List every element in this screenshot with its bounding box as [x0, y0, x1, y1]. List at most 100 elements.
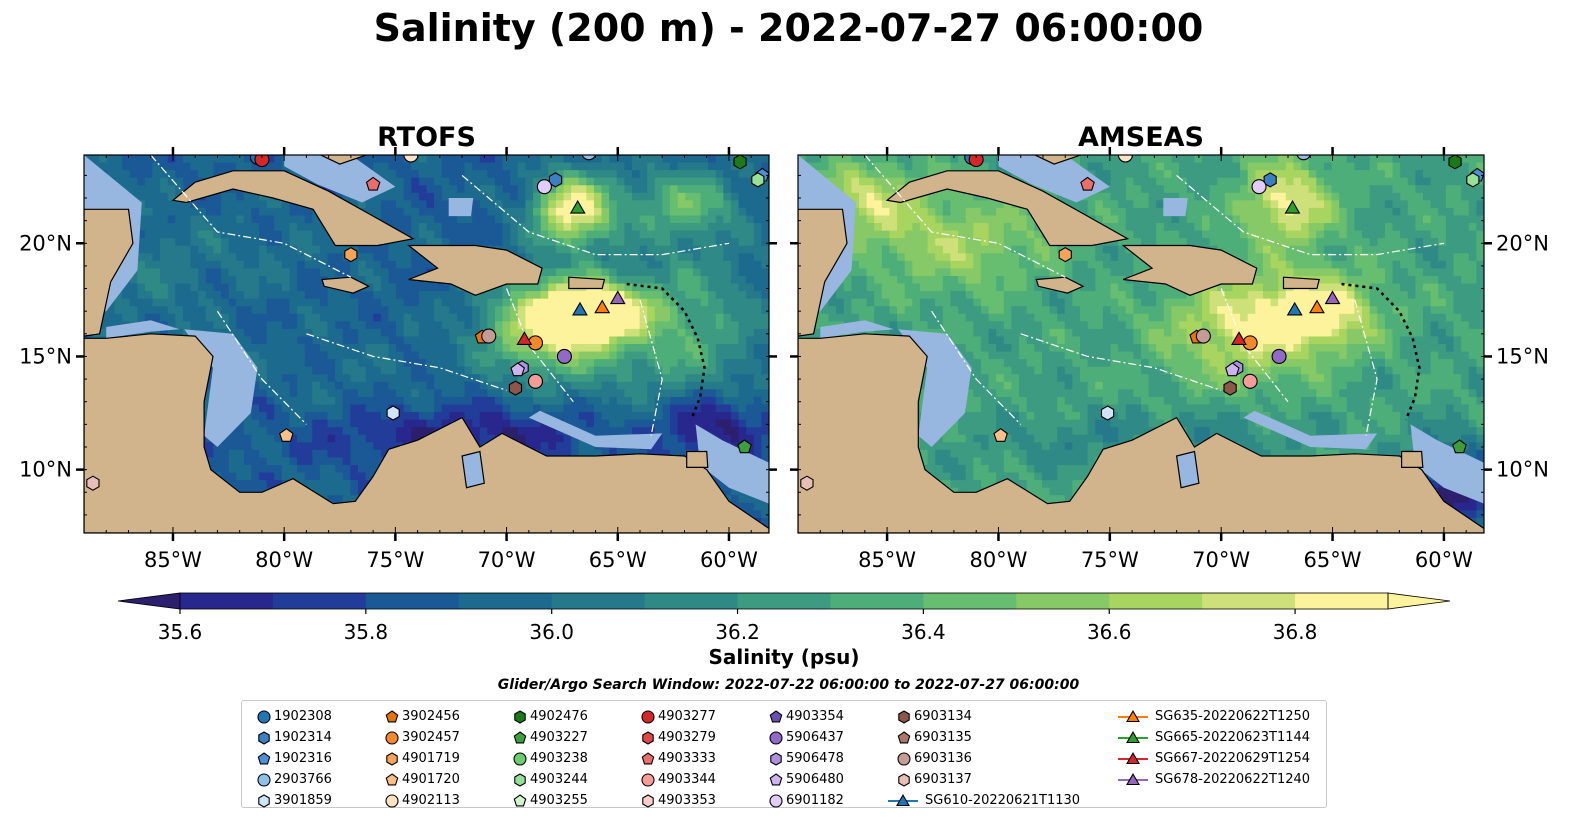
legend-label: 1902314 — [274, 730, 332, 745]
shelf-venezuela — [528, 410, 663, 450]
colorbar-segment — [272, 593, 367, 609]
map-panel-rtofs: 85°W 80°W 75°W 70°W 65°W 60°W 10°N 15°N 20°N RTOF… — [19, 122, 777, 572]
marker-5906480 — [510, 362, 525, 377]
legend-label: 6903137 — [914, 772, 972, 787]
eez-line — [639, 299, 663, 436]
legend-label: 4903277 — [658, 709, 716, 724]
y-tick-label: 15°N — [19, 344, 72, 368]
marker-3901859 — [1100, 405, 1115, 421]
marker-4903244 — [1466, 172, 1480, 188]
marker-6903134 — [508, 380, 523, 396]
colorbar-segment — [923, 593, 1017, 609]
eez-line — [931, 310, 1022, 425]
legend-label: 5906437 — [786, 730, 844, 745]
marker-4903354 — [711, 139, 724, 152]
legend-label: 4901720 — [402, 772, 460, 787]
legend-marker — [897, 752, 911, 766]
colorbar-extend-high — [1387, 592, 1451, 610]
land-hispaniola — [1121, 244, 1258, 296]
legend-marker — [1126, 773, 1140, 786]
x-tick-label: 75°W — [366, 548, 424, 572]
legend-marker — [642, 794, 654, 808]
colorbar-tick-label: 35.6 — [158, 620, 203, 644]
land-bahamas — [319, 155, 369, 165]
colorbar-segment — [1202, 593, 1296, 609]
legend-marker — [641, 710, 655, 724]
legend-marker — [258, 794, 270, 808]
shelf-gulfhond — [106, 320, 180, 339]
land-puertorico — [1282, 276, 1320, 290]
marker-4903354 — [1426, 139, 1439, 152]
legend-marker — [1126, 731, 1140, 744]
marker-1902314 — [548, 172, 563, 188]
marker-4903353 — [638, 139, 650, 153]
marker-3901859 — [386, 405, 400, 421]
legend-marker — [257, 773, 271, 787]
legend-label: 4902113 — [402, 793, 460, 808]
x-tick-label: 75°W — [1081, 548, 1139, 572]
colorbar-tick-label: 36.0 — [529, 620, 574, 644]
land-yucatan — [798, 208, 848, 337]
marker-SG678-20220622T1240 — [609, 290, 626, 305]
legend-marker — [641, 752, 655, 765]
land-trinidad — [1401, 450, 1424, 468]
marker-6901182 — [1251, 179, 1267, 195]
x-tick-label: 60°W — [700, 548, 758, 572]
legend-marker — [896, 794, 910, 807]
marker-5906480 — [1225, 362, 1240, 377]
marker-4902113 — [1117, 155, 1133, 163]
legend-marker — [769, 773, 783, 786]
figure-title: Salinity (200 m) - 2022-07-27 06:00:00 — [373, 6, 1204, 50]
marker-4901720 — [993, 428, 1008, 442]
legend-marker — [769, 731, 783, 745]
marker-4903238 — [681, 155, 688, 156]
marker-4903255 — [1382, 141, 1395, 154]
legend-marker — [641, 773, 655, 787]
eez-line — [1020, 333, 1222, 391]
land-yucatan — [84, 208, 134, 337]
marker-4903344 — [1242, 373, 1258, 389]
shelf-caicos — [448, 198, 474, 217]
legend-marker — [1126, 710, 1140, 723]
colorbar-tick-label: 36.8 — [1273, 620, 1318, 644]
legend-marker — [257, 710, 271, 724]
shelf-east — [695, 424, 769, 504]
marker-4901719 — [344, 246, 358, 263]
legend-title: Glider/Argo Search Window: 2022-07-22 06… — [497, 677, 1080, 693]
legend-label: SG678-20220622T1240 — [1155, 772, 1311, 787]
map-panel-amseas: 85°W 80°W 75°W 70°W 65°W 60°W 10°N 15°N 20°N AMSE… — [790, 122, 1549, 572]
y-tick-label: 20°N — [1496, 231, 1549, 255]
land-cuba — [171, 170, 415, 247]
legend-marker — [769, 794, 783, 808]
x-tick-label: 65°W — [589, 548, 647, 572]
colorbar-segment — [1016, 593, 1110, 609]
marker-4903227 — [1452, 439, 1467, 454]
marker-SG665-20220623T1144 — [1284, 199, 1301, 214]
marker-SG635-20220622T1250 — [1309, 299, 1325, 314]
legend-marker — [513, 731, 527, 744]
shelf-bahama_bank — [284, 155, 396, 203]
colorbar-tick-label: 36.4 — [901, 620, 946, 644]
legend-marker — [897, 731, 911, 744]
marker-4901720 — [279, 428, 294, 442]
eez-line — [864, 155, 1066, 278]
legend-label: 5906478 — [786, 751, 844, 766]
marker-4902113 — [403, 155, 419, 163]
legend-marker — [514, 710, 526, 724]
legend-label: 2903766 — [274, 772, 332, 787]
marker-4902476 — [1448, 155, 1462, 170]
colorbar-segment — [365, 593, 460, 609]
eez-line — [216, 310, 307, 425]
shelf-nicaragua — [184, 329, 258, 447]
x-tick-label: 80°W — [255, 548, 313, 572]
colorbar-segment — [1295, 593, 1389, 609]
shelf-bahama_bank — [998, 155, 1110, 203]
legend-marker — [514, 773, 526, 787]
panel-title: RTOFS — [377, 122, 476, 153]
legend-label: SG667-20220629T1254 — [1155, 751, 1311, 766]
marker-SG610-20220621T1130 — [1286, 301, 1303, 316]
legend-label: 5906480 — [786, 772, 844, 787]
legend-label: 1902316 — [274, 751, 332, 766]
legend: 1902308 1902314 1902316 2903766 3901859 39024… — [241, 700, 1327, 808]
marker-4903333 — [1080, 176, 1095, 191]
